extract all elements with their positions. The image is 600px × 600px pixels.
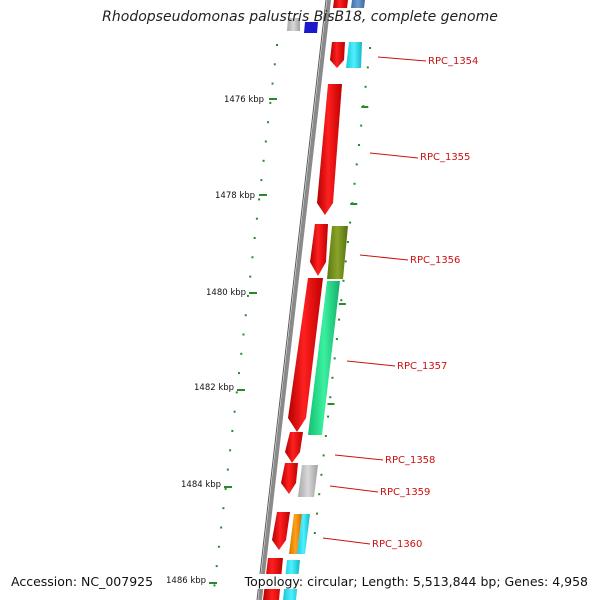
gene-label-leaders [322,56,427,545]
gene-label-rpc-1357: RPC_1357 [397,361,447,372]
scale-tick-track [213,44,278,587]
gene-cyan-1360 [297,514,310,554]
gene-red-1355 [317,84,342,215]
gene-features [263,0,365,600]
gene-labels: RPC_1354 RPC_1355 RPC_1356 RPC_1357 RPC_… [372,56,478,550]
scale-label-1476: 1476 kbp [224,95,264,105]
gene-label-rpc-1358: RPC_1358 [385,455,435,466]
gene-fragment-steelblue-top [351,0,365,8]
genome-title: Rhodopseudomonas palustris BisB18, compl… [102,9,498,25]
scale-label-1486: 1486 kbp [166,576,206,586]
gene-label-rpc-1359: RPC_1359 [380,487,430,498]
gene-label-rpc-1354: RPC_1354 [428,56,478,67]
scale-label-1478: 1478 kbp [215,191,255,201]
scale-label-1484: 1484 kbp [181,480,221,490]
genome-backbone [256,0,331,600]
feature-tick-track [313,47,371,534]
gene-fragment-red-top [333,0,348,8]
scale-label-1482: 1482 kbp [194,383,234,393]
gene-red-1354 [330,42,345,68]
gene-fragment-gray [287,18,300,31]
scale-label-1480: 1480 kbp [206,288,246,298]
gene-cyan-1354 [346,42,362,68]
gene-label-rpc-1360: RPC_1360 [372,539,422,550]
gene-gray-1359 [298,465,318,497]
gene-olive-1356 [327,226,348,279]
scale-major-ticks [209,98,277,584]
genome-summary-text: Topology: circular; Length: 5,513,844 bp… [242,574,590,589]
gene-label-rpc-1355: RPC_1355 [420,152,470,163]
accession-text: Accession: NC_007925 [9,574,156,589]
gene-red-1356 [310,224,328,276]
gene-red-1357 [288,278,323,432]
gene-fragment-blue [304,22,318,33]
gene-red-1360 [272,512,290,550]
gene-red-1358 [285,432,303,463]
gene-red-1359 [281,463,298,494]
gene-label-rpc-1356: RPC_1356 [410,255,460,266]
scale-labels: 1476 kbp 1478 kbp 1480 kbp 1482 kbp 1484… [166,95,264,586]
gene-green-1357 [308,281,340,435]
gene-orange-1360 [289,514,302,554]
